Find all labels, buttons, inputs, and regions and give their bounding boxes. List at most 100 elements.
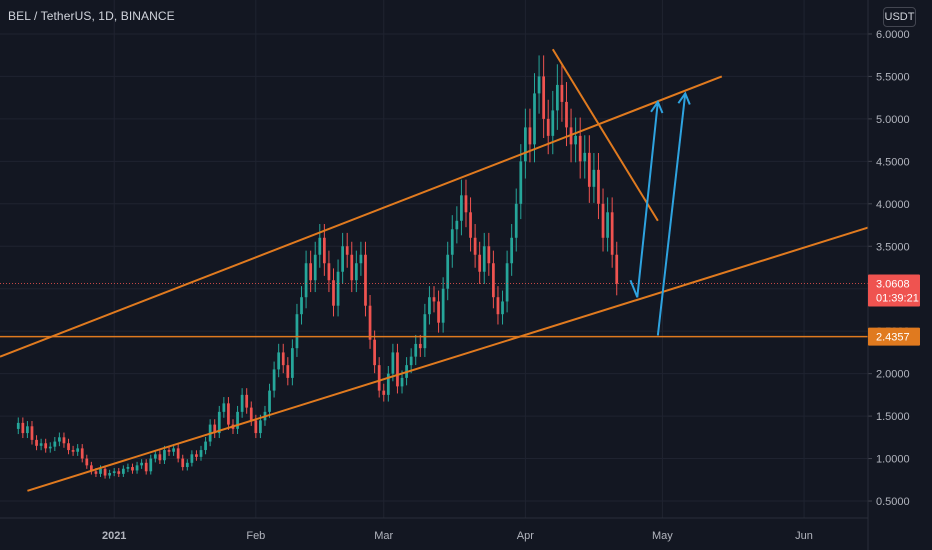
- xtick-label: May: [652, 530, 673, 542]
- candle-body: [144, 462, 148, 472]
- countdown-timer: 01:39:21: [876, 293, 919, 305]
- candle-body: [39, 443, 43, 446]
- candle-body: [464, 195, 468, 213]
- level-price-value: 2.4357: [876, 332, 910, 344]
- candle-body: [587, 152, 591, 187]
- xtick-label: 2021: [102, 530, 126, 542]
- xtick-label: Mar: [374, 530, 393, 542]
- candle-body: [574, 135, 577, 145]
- currency-button[interactable]: USDT: [883, 7, 916, 27]
- candle-body: [272, 369, 276, 391]
- candle-body: [487, 246, 491, 264]
- candle-body: [300, 297, 303, 315]
- candle-body: [213, 424, 217, 434]
- candle-body: [482, 246, 486, 272]
- candle-body: [437, 301, 440, 323]
- ytick-label: 5.0000: [876, 114, 910, 126]
- candle-body: [450, 229, 454, 255]
- candle-body: [62, 437, 66, 444]
- candle-body: [592, 169, 596, 187]
- candle-body: [400, 377, 404, 387]
- candle-body: [610, 212, 614, 255]
- candle-body: [227, 403, 230, 425]
- candle-body: [354, 263, 358, 281]
- candle-body: [446, 254, 450, 289]
- candle-body: [510, 237, 514, 264]
- candle-body: [277, 352, 281, 370]
- candle-body: [505, 263, 509, 302]
- candle-body: [112, 471, 116, 473]
- candle-body: [304, 263, 308, 298]
- arrowhead: [677, 91, 691, 105]
- candle-body: [26, 426, 29, 434]
- candle-body: [418, 343, 422, 349]
- ytick-label: 4.5000: [876, 156, 910, 168]
- level-price-badge: [868, 327, 920, 346]
- candle-body: [217, 411, 221, 434]
- candle-body: [176, 448, 180, 459]
- candle-body: [85, 458, 89, 466]
- candle-body: [551, 110, 555, 136]
- candle-body: [409, 356, 413, 366]
- candle-body: [546, 118, 550, 136]
- candle-body: [108, 472, 112, 476]
- candle-body: [441, 288, 445, 323]
- candle-body: [455, 220, 459, 230]
- candle-body: [501, 301, 504, 315]
- ytick-label: 3.5000: [876, 241, 910, 253]
- candle-body: [364, 254, 367, 306]
- candles: [16, 55, 619, 479]
- candle-body: [597, 169, 600, 204]
- candle-body: [158, 454, 162, 461]
- candle-body: [377, 365, 381, 391]
- candle-body: [382, 390, 386, 395]
- candle-body: [94, 471, 98, 474]
- candle-body: [519, 161, 523, 204]
- candle-body: [555, 84, 559, 111]
- candle-body: [295, 314, 299, 349]
- candle-body: [533, 93, 536, 145]
- candle-body: [606, 212, 609, 238]
- candle-body: [259, 420, 262, 434]
- candle-body: [514, 203, 518, 238]
- ytick-label: 5.5000: [876, 71, 910, 83]
- candle-body: [291, 348, 294, 378]
- ytick-label: 6.0000: [876, 29, 910, 41]
- candle-body: [432, 297, 436, 302]
- ytick-label: 2.0000: [876, 369, 910, 381]
- candle-body: [195, 454, 198, 457]
- candle-body: [268, 390, 271, 412]
- candle-body: [185, 462, 189, 468]
- candle-body: [565, 101, 568, 128]
- symbol-title: BEL / TetherUS, 1D, BINANCE: [8, 9, 175, 23]
- candle-body: [121, 468, 125, 474]
- candle-body: [309, 263, 313, 281]
- candle-body: [396, 352, 399, 387]
- xtick-label: Jun: [795, 530, 813, 542]
- candle-body: [153, 454, 157, 459]
- candle-body: [492, 263, 495, 298]
- ytick-label: 4.0000: [876, 199, 910, 211]
- candle-body: [478, 254, 482, 272]
- ytick-label: 0.5000: [876, 496, 910, 508]
- candle-body: [386, 373, 390, 395]
- candle-body: [99, 468, 102, 474]
- candle-body: [199, 450, 203, 457]
- candle-body: [473, 237, 477, 255]
- candle-body: [131, 467, 134, 471]
- drawings: [0, 48, 869, 492]
- current-price-value: 3.0608: [876, 279, 910, 291]
- candle-body: [560, 84, 564, 102]
- candle-body: [58, 437, 61, 442]
- falling-wedge: [551, 48, 659, 222]
- candle-body: [578, 135, 582, 162]
- candle-body: [48, 446, 52, 449]
- candle-body: [249, 407, 253, 421]
- candle-body: [601, 203, 605, 238]
- candle-body: [172, 448, 175, 452]
- arrowhead: [650, 99, 664, 114]
- candle-body: [615, 254, 619, 284]
